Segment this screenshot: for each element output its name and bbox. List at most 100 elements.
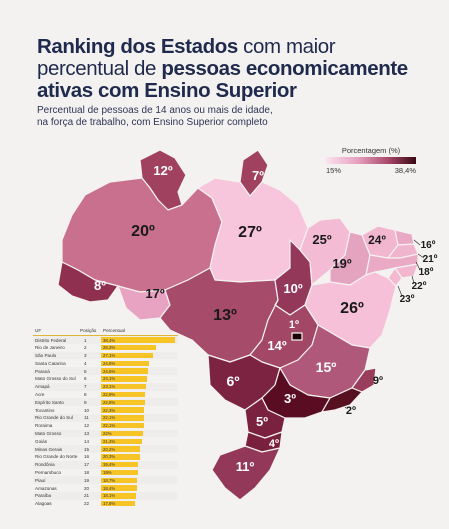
state-ac[interactable] — [57, 261, 119, 303]
row-percent: 22,1% — [103, 423, 116, 429]
row-state: Rondônia — [35, 462, 55, 468]
table-row: Rio Grande do Sul 11 22,1% — [33, 414, 178, 422]
row-position: 5 — [84, 368, 87, 374]
row-percent: 22,8% — [103, 399, 116, 405]
row-bar — [101, 337, 175, 343]
row-percent: 18,7% — [103, 477, 116, 483]
color-legend: Porcentagem (%) 15% 38,4% — [326, 146, 416, 176]
label-df: 1º — [289, 319, 299, 331]
row-position: 3 — [84, 353, 87, 359]
label-sc: 4º — [269, 438, 279, 450]
row-bar — [101, 485, 137, 491]
row-percent: 27,1% — [103, 353, 116, 359]
subtitle-line-2: na força de trabalho, com Ensino Superio… — [37, 117, 268, 128]
state-rn[interactable] — [394, 229, 415, 246]
state-rj[interactable] — [321, 387, 363, 413]
row-position: 9 — [84, 399, 87, 405]
row-position: 4 — [84, 360, 87, 366]
label-al: 22º — [412, 281, 427, 292]
row-position: 21 — [84, 493, 90, 499]
table-body: Distrito Federal 1 38,4% Rio de Janeiro 2 28,… — [33, 336, 178, 508]
leader-rn — [413, 239, 421, 246]
label-pe: 18º — [419, 267, 434, 278]
header-percent: Percentual — [103, 328, 125, 333]
row-position: 12 — [84, 423, 90, 429]
row-percent: 22% — [103, 431, 112, 437]
label-ba: 26º — [340, 300, 364, 317]
row-bar — [101, 383, 146, 390]
row-percent: 18,1% — [103, 493, 116, 499]
row-percent: 24,6% — [103, 368, 116, 374]
label-es: 9º — [373, 375, 383, 387]
table-row: São Paulo 3 27,1% — [33, 352, 178, 360]
label-pi: 19º — [332, 256, 351, 271]
row-percent: 24,1% — [103, 376, 116, 382]
row-bar — [101, 352, 154, 359]
label-rs: 11º — [236, 459, 255, 474]
table-row: Santa Catarina 4 24,8% — [33, 359, 178, 367]
table-row: Goiás 14 21,4% — [33, 437, 178, 445]
row-state: Amazonas — [35, 485, 57, 491]
ranking-table: UF Posição Percentual Distrito Federal 1 3… — [33, 326, 178, 508]
row-bar — [101, 415, 144, 421]
row-position: 15 — [84, 446, 90, 452]
table-row: Amazonas 20 18,4% — [33, 484, 178, 492]
row-bar — [101, 399, 145, 405]
table-row: Distrito Federal 1 38,4% — [33, 336, 178, 344]
label-pa: 27º — [238, 224, 262, 241]
table-row: Acre 8 22,9% — [33, 391, 178, 399]
row-position: 17 — [84, 462, 90, 468]
row-state: Tocantins — [35, 407, 55, 413]
row-percent: 28,3% — [103, 345, 116, 351]
table-row: Amapá 7 23,1% — [33, 383, 178, 391]
label-ma: 25º — [312, 232, 331, 247]
title-part-3: percentual de — [37, 57, 162, 80]
label-ce: 24º — [368, 233, 386, 247]
row-state: Piauí — [35, 477, 46, 483]
legend-max: 38,4% — [394, 166, 416, 175]
row-bar — [101, 368, 149, 374]
state-rs[interactable] — [211, 445, 281, 501]
row-state: Mato Grosso do Sul — [35, 376, 76, 382]
table-row: Mato Grosso 13 22% — [33, 430, 178, 438]
legend-min: 15% — [326, 166, 342, 175]
row-state: Rio Grande do Sul — [35, 415, 73, 421]
leader-se — [397, 285, 403, 297]
title-part-4: pessoas economicamente — [161, 57, 408, 80]
state-es[interactable] — [351, 367, 377, 393]
row-state: Distrito Federal — [35, 337, 67, 343]
state-df[interactable] — [291, 332, 303, 341]
row-state: Rio de Janeiro — [35, 345, 65, 351]
label-pr: 5º — [256, 414, 268, 429]
row-state: Roraima — [35, 423, 53, 429]
row-state: Goiás — [35, 438, 48, 444]
label-rr: 12º — [153, 163, 172, 178]
row-position: 14 — [84, 438, 90, 444]
row-percent: 23,1% — [103, 384, 116, 390]
label-ro: 17º — [145, 286, 164, 301]
table-row: Paraná 5 24,6% — [33, 367, 178, 375]
row-percent: 20,3% — [103, 454, 116, 460]
row-percent: 18,4% — [103, 485, 116, 491]
title-part-5: ativas com Ensino Superior — [37, 79, 297, 102]
label-se: 23º — [400, 294, 415, 305]
row-position: 13 — [84, 431, 90, 437]
row-position: 22 — [84, 501, 90, 507]
row-position: 11 — [84, 415, 89, 421]
label-ap: 7º — [252, 168, 264, 183]
row-percent: 19,4% — [103, 462, 116, 468]
label-go: 14º — [267, 338, 286, 353]
row-bar — [101, 469, 138, 476]
header-position: Posição — [80, 328, 97, 333]
row-state: Alagoas — [35, 501, 52, 507]
leader-al — [411, 275, 415, 284]
table-row: Tocantins 10 22,3% — [33, 406, 178, 414]
label-ms: 6º — [227, 373, 240, 389]
row-percent: 22,9% — [103, 392, 116, 398]
row-state: Rio Grande do Norte — [35, 454, 78, 460]
row-bar — [101, 407, 144, 413]
label-rn: 16º — [421, 240, 436, 251]
row-bar — [101, 422, 144, 429]
label-to: 10º — [283, 281, 302, 296]
row-percent: 22,1% — [103, 415, 116, 421]
